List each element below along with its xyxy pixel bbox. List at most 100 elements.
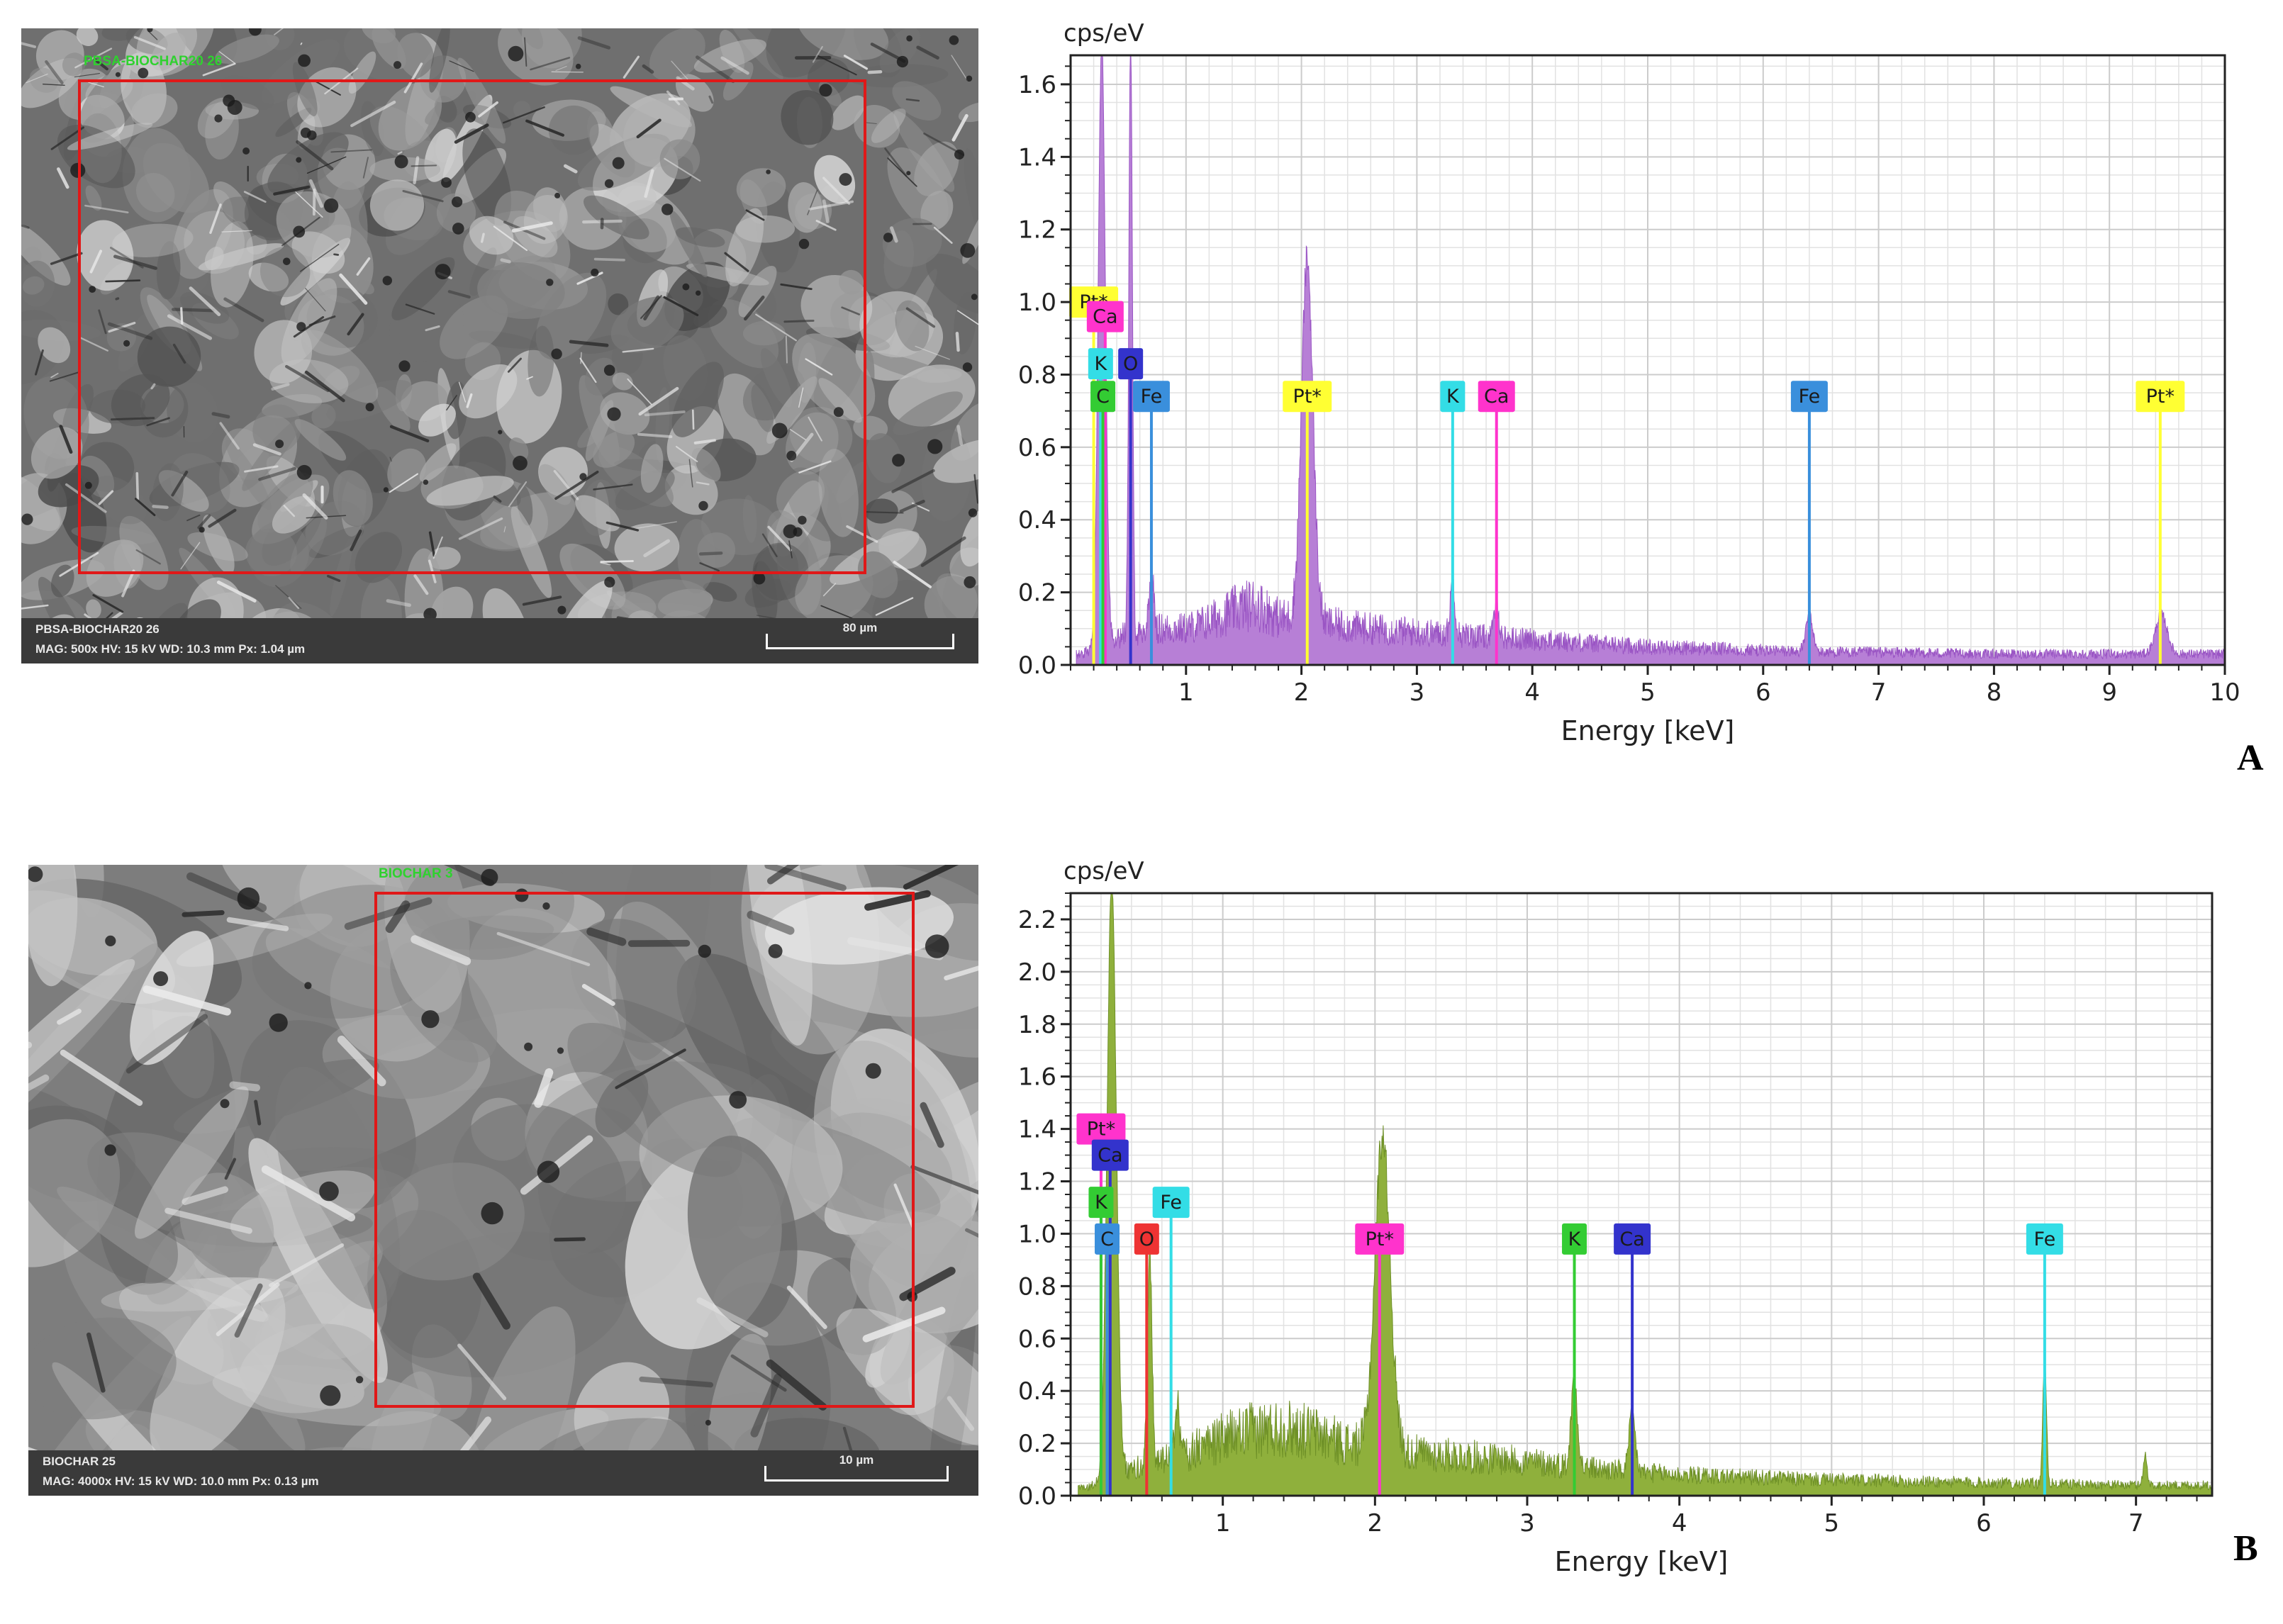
element-marker-C-4: C [1095, 1223, 1120, 1496]
scale-bar-label-b: 10 µm [839, 1453, 874, 1467]
element-label: Fe [1160, 1192, 1182, 1214]
x-tick-label: 3 [1519, 1509, 1535, 1538]
element-label: Pt* [2146, 386, 2175, 408]
element-marker-K-7: K [1440, 381, 1466, 665]
eds-chart-svg-a: Pt*CaKOCFePt*KCaFePt*0.00.20.40.60.81.01… [1018, 19, 2240, 746]
eds-spectrum-b: Pt* Ca K Fe C O Pt* K Ca Fe 0.0 0.2 0.4 0.6 0.8 1.0 1.2 1… [993, 836, 2283, 1624]
element-marker-O-5: O [1134, 1223, 1159, 1496]
x-tick-label: 2 [1368, 1509, 1383, 1538]
y-tick-label: 1.2 [1018, 216, 1056, 245]
panel-letter-b: B [2233, 1528, 2258, 1569]
y-tick-label: 1.4 [1018, 1116, 1056, 1144]
element-marker-Fe-9: Fe [2026, 1223, 2063, 1496]
element-label: Ca [1619, 1228, 1644, 1250]
element-marker-C-4: C [1090, 381, 1116, 665]
element-marker-Fe-5: Fe [1132, 381, 1170, 665]
grid [1070, 55, 2226, 666]
element-marker-Pt-6: Pt* [1283, 381, 1332, 665]
element-marker-K-2: K [1088, 348, 1113, 665]
element-marker-Ca-8: Ca [1614, 1223, 1651, 1496]
y-tick-label: 0.4 [1018, 1377, 1056, 1406]
y-tick-label: 1.0 [1018, 289, 1056, 317]
element-label: Pt* [1087, 1119, 1115, 1141]
element-marker-Ca-8: Ca [1478, 381, 1515, 665]
element-marker-Fe-9: Fe [1790, 381, 1828, 665]
element-label: Pt* [1366, 1228, 1394, 1250]
element-label: Ca [1484, 386, 1509, 408]
y-tick-label: 0.6 [1018, 434, 1056, 462]
sem-info-bar-a: PBSA-BIOCHAR20 26 MAG: 500x HV: 15 kV WD… [21, 618, 978, 663]
y-tick-label: 0.8 [1018, 1272, 1056, 1301]
y-tick-label: 0.2 [1018, 1430, 1056, 1458]
x-tick-label: 4 [1672, 1509, 1687, 1538]
element-marker-Pt-10: Pt* [2136, 381, 2185, 665]
y-tick-label: 1.2 [1018, 1168, 1056, 1197]
panel-letter-a: A [2237, 738, 2264, 778]
element-marker-K-7: K [1562, 1223, 1587, 1496]
element-label: C [1096, 386, 1110, 408]
y-axis-title: cps/eV [1064, 857, 1144, 885]
element-label: O [1139, 1228, 1154, 1250]
sem-info-line1-b: BIOCHAR 25 [43, 1455, 116, 1468]
element-label: Ca [1098, 1145, 1122, 1167]
scale-bar-b [764, 1466, 949, 1482]
spectrum-area [1076, 55, 2226, 666]
sem-scene-label-b: BIOCHAR 3 [379, 866, 453, 881]
element-label: C [1100, 1228, 1114, 1250]
y-tick-label: 1.0 [1018, 1220, 1056, 1248]
eds-spectrum-a: Pt*CaKOCFePt*KCaFePt*0.00.20.40.60.81.01… [993, 0, 2283, 794]
y-tick-label: 0.4 [1018, 506, 1056, 534]
x-tick-label: 5 [1824, 1509, 1840, 1538]
y-axis-title: cps/eV [1064, 19, 1144, 47]
element-label: O [1123, 353, 1138, 375]
sem-info-bar-b: BIOCHAR 25 MAG: 4000x HV: 15 kV WD: 10.0… [28, 1450, 978, 1496]
y-tick-label: 0.8 [1018, 361, 1056, 389]
x-tick-label: 2 [1294, 678, 1310, 707]
y-tick-label: 1.8 [1018, 1011, 1056, 1039]
element-label: Fe [1799, 386, 1821, 408]
sem-scene-label-a: PBSA-BIOCHAR20 26 [84, 54, 223, 69]
sem-info-line1-a: PBSA-BIOCHAR20 26 [35, 622, 160, 636]
y-tick-label: 0.0 [1018, 1482, 1056, 1511]
element-label: Fe [1141, 386, 1163, 408]
scale-bar-label-a: 80 µm [842, 621, 878, 634]
y-tick-label: 1.6 [1018, 71, 1056, 99]
element-label: Fe [2034, 1228, 2056, 1250]
element-marker-O-3: O [1118, 348, 1144, 665]
x-tick-label: 8 [1987, 678, 2002, 707]
element-label: K [1568, 1228, 1582, 1250]
eds-chart-svg-b: Pt* Ca K Fe C O Pt* K Ca Fe 0.0 0.2 0.4 0.6 0.8 1.0 1.2 1… [1018, 857, 2214, 1577]
element-marker-Fe-3: Fe [1152, 1187, 1190, 1496]
x-axis-title: Energy [keV] [1561, 715, 1735, 746]
y-tick-label: 1.4 [1018, 143, 1056, 172]
x-tick-label: 10 [2209, 678, 2240, 707]
x-tick-label: 9 [2101, 678, 2117, 707]
element-marker-Pt-0: Pt* [1069, 286, 1119, 665]
x-tick-label: 4 [1524, 678, 1540, 707]
y-tick-label: 0.0 [1018, 651, 1056, 680]
sem-info-line2-b: MAG: 4000x HV: 15 kV WD: 10.0 mm Px: 0.1… [43, 1474, 319, 1488]
element-label: K [1094, 353, 1107, 375]
y-tick-label: 2.0 [1018, 958, 1056, 987]
roi-rectangle-a [78, 79, 866, 574]
sem-info-line2-a: MAG: 500x HV: 15 kV WD: 10.3 mm Px: 1.04… [35, 642, 306, 656]
x-tick-label: 6 [1976, 1509, 1992, 1538]
x-tick-label: 7 [1871, 678, 1887, 707]
x-tick-label: 3 [1410, 678, 1425, 707]
x-axis-title: Energy [keV] [1555, 1546, 1729, 1577]
sem-image-a: PBSA-BIOCHAR20 26 PBSA-BIOCHAR20 26 MAG:… [21, 28, 978, 663]
spectrum-area [1078, 892, 2213, 1496]
x-tick-label: 1 [1215, 1509, 1231, 1538]
x-tick-label: 6 [1755, 678, 1771, 707]
grid [1070, 892, 2212, 1496]
y-tick-label: 0.2 [1018, 579, 1056, 607]
roi-rectangle-b [374, 892, 915, 1408]
y-tick-label: 1.6 [1018, 1063, 1056, 1092]
element-label: K [1095, 1192, 1108, 1214]
x-tick-label: 5 [1640, 678, 1656, 707]
element-label: Pt* [1293, 386, 1322, 408]
scale-bar-a [766, 634, 954, 649]
element-label: K [1446, 386, 1460, 408]
x-tick-label: 7 [2128, 1509, 2144, 1538]
x-tick-label: 1 [1178, 678, 1194, 707]
